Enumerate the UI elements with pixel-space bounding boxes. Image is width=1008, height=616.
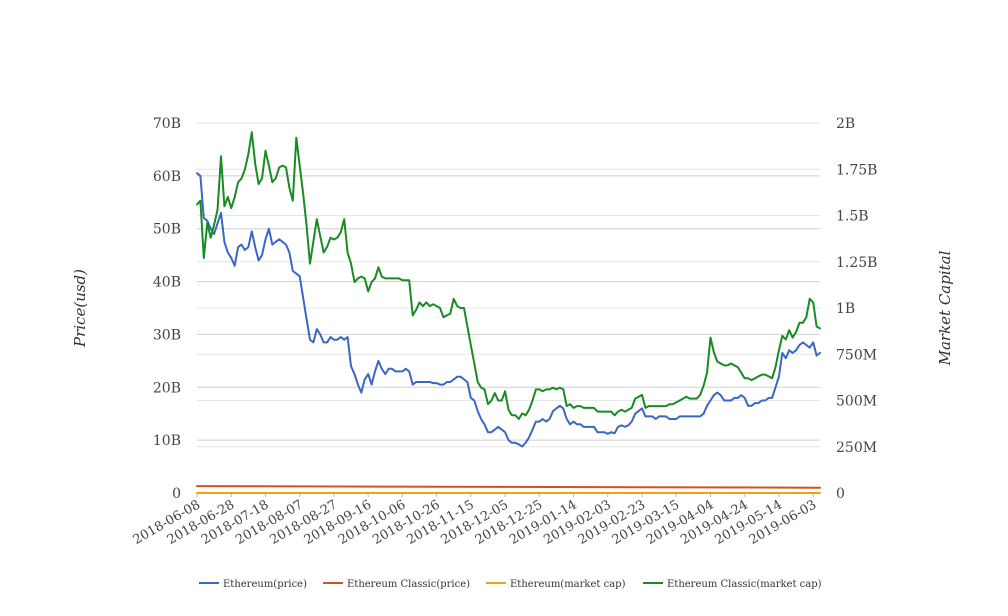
series-line-ethereum-classic-price <box>196 485 821 489</box>
y-left-tick-label: 60B <box>153 169 181 185</box>
series-lines <box>196 131 821 494</box>
legend-entry: Ethereum(market cap) <box>510 579 626 590</box>
x-axis: 2018-06-082018-06-282018-07-182018-08-07… <box>131 493 819 548</box>
series-line-ethereum-price <box>196 172 821 448</box>
y-axis-left: 0 10B 20B 30B 40B 50B 60B 70B <box>153 116 181 502</box>
y-right-tick-label: 1B <box>836 301 855 317</box>
y-right-tick-label: 750M <box>836 347 877 363</box>
legend-entry: Ethereum Classic(price) <box>347 579 470 590</box>
y-left-tick-label: 50B <box>153 222 181 238</box>
y-axis-left-title: Price(usd) <box>71 269 89 348</box>
y-right-tick-label: 0 <box>836 486 845 502</box>
y-left-tick-label: 10B <box>153 433 181 449</box>
legend-entry: Ethereum(price) <box>223 579 307 590</box>
y-left-tick-label: 20B <box>153 380 181 396</box>
legend: Ethereum(price) Ethereum Classic(price) Et… <box>199 579 822 590</box>
y-left-tick-label: 0 <box>172 486 181 502</box>
y-right-tick-label: 1.5B <box>836 209 869 225</box>
y-right-tick-label: 1.75B <box>836 162 877 178</box>
legend-entry: Ethereum Classic(market cap) <box>667 579 822 590</box>
y-right-tick-label: 500M <box>836 394 877 410</box>
y-axis-right-title: Market Capital <box>936 250 954 366</box>
y-axis-right: 0 250M 500M 750M 1B 1.25B 1.5B 1.75B 2B <box>836 116 877 502</box>
y-right-tick-label: 250M <box>836 440 877 456</box>
y-right-tick-label: 2B <box>836 116 855 132</box>
y-right-tick-label: 1.25B <box>836 255 877 271</box>
y-left-tick-label: 30B <box>153 327 181 343</box>
grid-lines <box>197 122 820 494</box>
y-left-tick-label: 70B <box>153 116 181 132</box>
series-line-ethereum-classic-market-cap <box>196 131 821 420</box>
y-left-tick-label: 40B <box>153 275 181 291</box>
